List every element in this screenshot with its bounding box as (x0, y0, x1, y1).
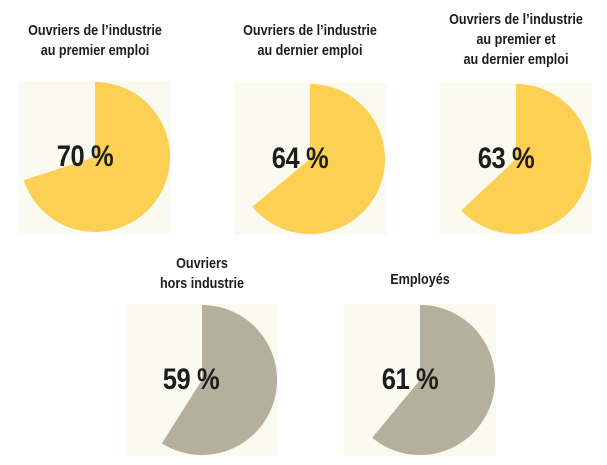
pie-slice (252, 84, 385, 234)
pie-title-line: au premier et (476, 31, 556, 48)
percent-label: 63 % (477, 142, 535, 175)
pie-slice (461, 84, 591, 234)
pie-chart (252, 84, 385, 234)
pie-chart (372, 305, 495, 455)
pie-title: Ouvriers de l’industrie au dernier emplo… (226, 21, 394, 61)
pie-title-line: au dernier emploi (463, 51, 569, 68)
pie-title-line: Ouvriers (176, 255, 228, 272)
pie-slice (161, 305, 277, 455)
pie-chart (161, 305, 277, 455)
pie-slice (372, 305, 495, 455)
percent-label: 61 % (381, 363, 439, 396)
pie-title-line: Ouvriers de l’industrie (243, 22, 377, 39)
pie-title-line: hors industrie (159, 275, 244, 292)
pie-title: Employés (336, 270, 504, 290)
pie-title: Ouvriers hors industrie (118, 254, 286, 294)
pie-chart (23, 82, 170, 232)
pie-slice (23, 82, 170, 232)
pie-title-line: au premier emploi (40, 42, 150, 59)
pie-title-line: Ouvriers de l’industrie (28, 22, 162, 39)
percent-label: 59 % (162, 363, 220, 396)
pie-title: Ouvriers de l’industrie au premier et au… (432, 10, 600, 70)
pie-title-line: Ouvriers de l’industrie (449, 11, 583, 28)
pie-title-line: Employés (390, 271, 450, 288)
pie-chart (461, 84, 591, 234)
pie-title-line: au dernier emploi (257, 42, 363, 59)
percent-label: 64 % (271, 142, 329, 175)
percent-label: 70 % (56, 140, 114, 173)
pie-title: Ouvriers de l’industrie au premier emplo… (11, 21, 179, 61)
